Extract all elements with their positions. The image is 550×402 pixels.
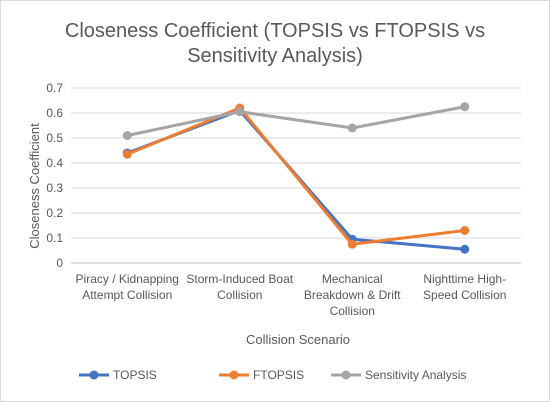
- legend-label: FTOPSIS: [253, 368, 304, 382]
- x-tick-label: Mechanical Breakdown & Drift Collision: [304, 272, 401, 318]
- chart-title-line: Closeness Coefficient (TOPSIS vs FTOPSIS…: [65, 20, 485, 42]
- legend-label: TOPSIS: [113, 368, 157, 382]
- x-tick-label: Piracy / Kidnapping Attempt Collision: [76, 272, 179, 302]
- x-tick-label: Storm-Induced Boat Collision: [186, 272, 293, 302]
- series-line: [125, 105, 467, 137]
- legend: TOPSIS FTOPSIS Sensitivity Analysis: [79, 368, 466, 382]
- y-tick-label: 0.6: [46, 106, 63, 120]
- series-line: [125, 106, 467, 246]
- legend-item: TOPSIS: [79, 368, 157, 382]
- data-point: [460, 226, 470, 235]
- data-point: [122, 149, 132, 159]
- legend-label: Sensitivity Analysis: [365, 368, 466, 382]
- x-axis-title: Collision Scenario: [246, 332, 350, 347]
- y-axis-ticks: 0 0.1 0.2 0.3 0.4 0.5 0.6 0.7: [46, 81, 63, 270]
- legend-item: FTOPSIS: [219, 368, 304, 382]
- series-lines: [122, 102, 470, 254]
- y-tick-label: 0.7: [46, 81, 63, 95]
- chart-title-line: Sensitivity Analysis): [187, 45, 363, 67]
- data-point: [347, 239, 357, 249]
- y-tick-label: 0.3: [46, 181, 63, 195]
- y-tick-label: 0: [56, 256, 63, 270]
- gridlines: [71, 87, 521, 264]
- data-point: [460, 244, 470, 254]
- data-point: [122, 131, 132, 140]
- legend-marker: [229, 370, 239, 380]
- y-axis-title: Closeness Coefficient: [27, 123, 42, 249]
- legend-item: Sensitivity Analysis: [331, 368, 466, 382]
- chart-title: Closeness Coefficient (TOPSIS vs FTOPSIS…: [65, 20, 485, 67]
- x-tick-label: Nighttime High-Speed Collision: [423, 272, 506, 302]
- series-sensitivity-analysis: [122, 102, 470, 140]
- x-axis-ticks: Piracy / Kidnapping Attempt CollisionStor…: [76, 272, 507, 318]
- y-tick-label: 0.5: [46, 131, 63, 145]
- series-topsis: [122, 106, 470, 254]
- data-point: [460, 102, 470, 112]
- legend-marker: [89, 370, 99, 380]
- y-tick-label: 0.2: [46, 206, 63, 220]
- series-ftopsis: [122, 103, 470, 249]
- legend-marker: [341, 370, 351, 380]
- data-point: [235, 107, 245, 117]
- series-line: [125, 109, 467, 251]
- y-tick-label: 0.4: [46, 156, 63, 170]
- data-point: [347, 123, 357, 133]
- y-tick-label: 0.1: [46, 231, 63, 245]
